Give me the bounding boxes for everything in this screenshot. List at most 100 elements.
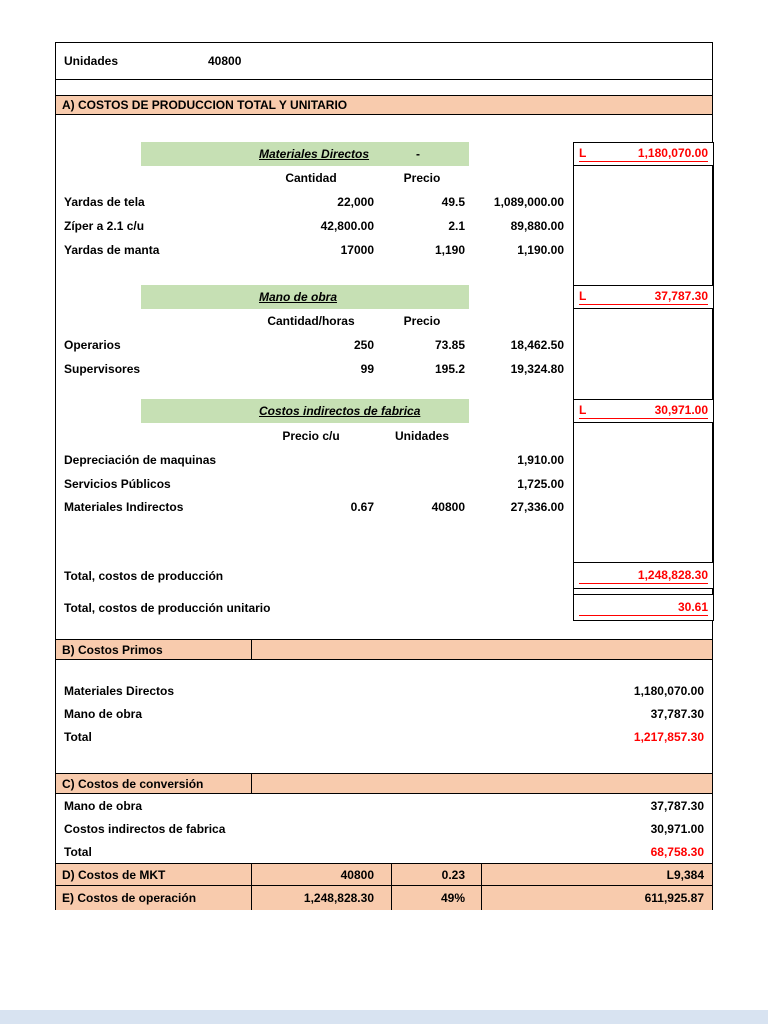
- row-label: Mano de obra: [64, 706, 143, 721]
- row-amount: 1,190.00: [517, 243, 564, 257]
- section-d-qty: 40800: [340, 867, 374, 882]
- row-label: Servicios Públicos: [64, 476, 171, 491]
- group-total-cell: L 30,971.00: [573, 399, 714, 423]
- group-total-value: 37,787.30: [654, 289, 708, 303]
- row-price: 73.85: [434, 338, 465, 352]
- row-amount: 18,462.50: [510, 338, 564, 352]
- table-row: Materiales Indirectos 0.67 40800 27,336.…: [56, 495, 712, 519]
- row-qty: 250: [353, 338, 374, 352]
- row-value: 30,971.00: [650, 821, 704, 836]
- column-header: Unidades: [394, 428, 449, 443]
- column-header: Cantidad: [285, 171, 337, 185]
- cell-divider: [481, 864, 482, 885]
- table-row: Supervisores 99 195.2 19,324.80: [56, 357, 712, 381]
- spacer: [56, 262, 712, 285]
- spacer: [56, 660, 712, 679]
- unidades-row: Unidades 40800: [56, 43, 712, 80]
- group-header-row: Costos indirectos de fabrica L 30,971.00: [56, 399, 714, 423]
- column-header: Precio: [403, 314, 441, 328]
- row-label: Materiales Indirectos: [64, 500, 184, 514]
- table-row: Yardas de manta 17000 1,190 1,190.00: [56, 238, 712, 262]
- row-label: Zíper a 2.1 c/u: [64, 219, 145, 233]
- currency-symbol: L: [579, 403, 587, 417]
- total-production-cell: 1,248,828.30: [573, 562, 714, 589]
- section-e-row: E) Costos de operación 1,248,828.30 49% …: [56, 886, 712, 910]
- column-header-row: Cantidad Precio: [56, 166, 712, 190]
- group-title: Costos indirectos de fabrica: [259, 404, 421, 418]
- spacer: [56, 115, 712, 142]
- group-total-value: 1,180,070.00: [637, 146, 708, 160]
- green-highlight: [141, 399, 469, 423]
- group-total-cell: L 1,180,070.00: [573, 142, 714, 166]
- row-price: 49.5: [441, 195, 465, 209]
- row-label: Depreciación de maquinas: [64, 453, 217, 467]
- section-c-title: C) Costos de conversión: [62, 776, 204, 791]
- section-d-value: L9,384: [666, 867, 704, 882]
- total-production-label: Total, costos de producción: [64, 568, 224, 583]
- row-value: 1,217,857.30: [633, 729, 704, 744]
- table-row: Depreciación de maquinas 1,910.00: [56, 448, 712, 472]
- total-production-row: Total, costos de producción 1,248,828.30: [56, 562, 714, 589]
- total-row: Total 1,217,857.30: [56, 725, 712, 748]
- group-header-row: Mano de obra L 37,787.30: [56, 285, 714, 309]
- section-e-base: 1,248,828.30: [303, 891, 374, 905]
- section-e-value: 611,925.87: [644, 891, 704, 905]
- green-highlight: [141, 285, 469, 309]
- section-d-title: D) Costos de MKT: [62, 867, 166, 882]
- row-label: Total: [64, 729, 92, 744]
- row-amount: 1,910.00: [517, 453, 564, 467]
- row-qty: 99: [360, 362, 374, 376]
- column-header: Precio: [403, 171, 441, 185]
- spacer: [56, 381, 712, 399]
- group-title: Materiales Directos: [259, 147, 370, 161]
- spacer: [56, 621, 712, 639]
- row-label: Operarios: [64, 338, 121, 352]
- table-row: Yardas de tela 22,000 49.5 1,089,000.00: [56, 190, 712, 214]
- row-qty: 22,000: [337, 195, 374, 209]
- row-label: Costos indirectos de fabrica: [64, 821, 226, 836]
- section-a-header: A) COSTOS DE PRODUCCION TOTAL Y UNITARIO: [56, 95, 712, 115]
- stray-dash: -: [416, 147, 420, 161]
- spreadsheet-page: Unidades 40800 A) COSTOS DE PRODUCCION T…: [55, 42, 714, 910]
- total-unit-label: Total, costos de producción unitario: [64, 600, 271, 615]
- row-amount: 19,324.80: [510, 362, 564, 376]
- row-label: Mano de obra: [64, 798, 143, 813]
- spacer: [56, 748, 712, 773]
- row-value: 37,787.30: [650, 798, 704, 813]
- total-unit-value: 30.61: [579, 600, 708, 616]
- total-unit-row: Total, costos de producción unitario 30.…: [56, 594, 714, 621]
- row-price: 2.1: [448, 219, 465, 233]
- total-row: Total 68,758.30: [56, 840, 712, 863]
- table-row: Mano de obra 37,787.30: [56, 794, 712, 817]
- group-title: Mano de obra: [259, 290, 338, 304]
- column-header: Cantidad/horas: [267, 314, 355, 328]
- table-row: Servicios Públicos 1,725.00: [56, 472, 712, 495]
- table-row: Materiales Directos 1,180,070.00: [56, 679, 712, 702]
- spacer: [56, 80, 712, 95]
- cell-divider: [251, 640, 252, 659]
- row-value: 68,758.30: [650, 844, 704, 859]
- footer-band: [0, 1010, 768, 1024]
- row-amount: 1,089,000.00: [493, 195, 564, 209]
- row-price: 40800: [431, 500, 465, 514]
- row-label: Yardas de manta: [64, 243, 160, 257]
- spacer: [56, 519, 712, 562]
- row-price: 1,190: [434, 243, 465, 257]
- group-total-cell: L 37,787.30: [573, 285, 714, 309]
- cell-divider: [251, 774, 252, 793]
- currency-symbol: L: [579, 289, 587, 303]
- unidades-value: 40800: [208, 54, 242, 68]
- section-e-rate: 49%: [440, 891, 465, 905]
- section-d-row: D) Costos de MKT 40800 0.23 L9,384: [56, 863, 712, 886]
- section-e-title: E) Costos de operación: [62, 891, 197, 905]
- row-qty: 42,800.00: [320, 219, 374, 233]
- table-row: Operarios 250 73.85 18,462.50: [56, 333, 712, 357]
- row-label: Yardas de tela: [64, 195, 145, 209]
- cell-divider: [251, 886, 252, 910]
- section-a-title: A) COSTOS DE PRODUCCION TOTAL Y UNITARIO: [62, 98, 348, 112]
- section-d-rate: 0.23: [441, 867, 465, 882]
- group-total-value: 30,971.00: [654, 403, 708, 417]
- table-row: Costos indirectos de fabrica 30,971.00: [56, 817, 712, 840]
- total-production-value: 1,248,828.30: [579, 568, 708, 584]
- table-row: Mano de obra 37,787.30: [56, 702, 712, 725]
